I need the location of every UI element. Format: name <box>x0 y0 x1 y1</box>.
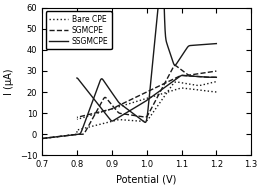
SGMCPE <box>41 137 44 140</box>
SSGMCPE <box>213 43 216 45</box>
SGMCPE <box>173 64 176 67</box>
SSGMCPE <box>139 118 142 120</box>
SSGMCPE <box>148 92 151 94</box>
SGMCPE <box>148 111 151 113</box>
Bare CPE <box>212 81 216 83</box>
Legend: Bare CPE, SGMCPE, SSGMCPE: Bare CPE, SGMCPE, SSGMCPE <box>46 12 112 49</box>
Bare CPE <box>95 124 99 126</box>
SSGMCPE <box>215 43 218 45</box>
SGMCPE <box>127 114 130 116</box>
SSGMCPE <box>41 137 44 140</box>
Bare CPE <box>41 137 44 140</box>
SSGMCPE <box>95 88 99 90</box>
Bare CPE <box>139 120 142 122</box>
Bare CPE <box>148 116 151 118</box>
Y-axis label: I (μA): I (μA) <box>4 68 14 95</box>
SGMCPE <box>208 71 211 73</box>
SGMCPE <box>139 115 142 118</box>
SGMCPE <box>213 70 216 72</box>
SSGMCPE <box>208 43 211 45</box>
SGMCPE <box>95 109 99 112</box>
Bare CPE <box>215 81 218 83</box>
X-axis label: Potential (V): Potential (V) <box>116 175 177 185</box>
Bare CPE <box>127 119 130 121</box>
SSGMCPE <box>127 109 130 111</box>
SGMCPE <box>215 70 218 72</box>
Line: Bare CPE: Bare CPE <box>42 82 216 139</box>
Bare CPE <box>208 82 211 84</box>
Line: SSGMCPE: SSGMCPE <box>42 0 216 139</box>
Line: SGMCPE: SGMCPE <box>42 66 216 139</box>
